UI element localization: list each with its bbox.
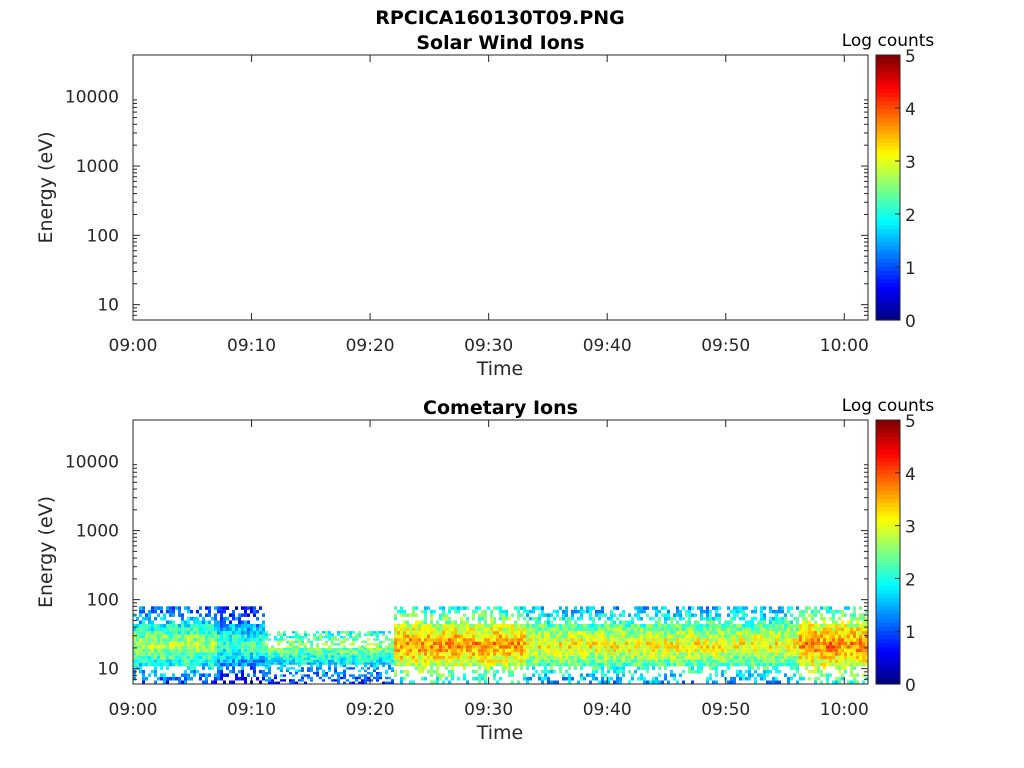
panel-title: Solar Wind Ions <box>416 32 584 54</box>
x-tick-label: 09:50 <box>701 336 750 356</box>
y-tick-label: 1000 <box>76 522 119 542</box>
y-tick-label: 10 <box>97 296 119 316</box>
figure-title: RPCICA160130T09.PNG <box>375 7 625 29</box>
x-tick-label: 09:00 <box>109 336 158 356</box>
plot-frame <box>132 54 869 321</box>
x-tick-label: 09:10 <box>227 700 276 720</box>
panel-solar-wind-ions: 09:00 09:10 09:20 09:30 09:40 09:50 10:0010100… <box>35 31 934 380</box>
x-tick-label: 09:40 <box>583 700 632 720</box>
colorbar-tick-label: 2 <box>905 206 916 226</box>
x-axis-label: Time <box>476 358 524 380</box>
colorbar-title: Log counts <box>842 396 935 416</box>
colorbar-title: Log counts <box>842 31 935 51</box>
x-tick-label: 09:40 <box>583 336 632 356</box>
x-tick-label: 09:30 <box>464 336 513 356</box>
x-tick-label: 09:20 <box>346 700 395 720</box>
x-tick-label: 09:30 <box>464 700 513 720</box>
y-tick-label: 100 <box>87 226 119 246</box>
x-tick-label: 10:00 <box>820 700 869 720</box>
colorbar-tick-label: 0 <box>905 676 916 696</box>
colorbar-tick-label: 1 <box>905 259 916 279</box>
colorbar-tick-label: 4 <box>905 100 916 120</box>
colorbar-tick-label: 4 <box>905 465 916 485</box>
x-axis-label: Time <box>476 722 524 744</box>
y-axis-label: Energy (eV) <box>35 131 57 243</box>
plot-frame <box>132 419 869 685</box>
panel-title: Cometary Ions <box>423 397 578 419</box>
panel-cometary-ions: 09:00 09:10 09:20 09:30 09:40 09:50 10:0010100… <box>35 396 934 744</box>
colorbar-tick-label: 3 <box>905 518 916 538</box>
y-tick-label: 10 <box>97 660 119 680</box>
colorbar-tick-label: 2 <box>905 570 916 590</box>
x-tick-label: 09:50 <box>701 700 750 720</box>
colorbar-tick-label: 3 <box>905 153 916 173</box>
y-tick-label: 1000 <box>76 157 119 177</box>
y-axis-label: Energy (eV) <box>35 496 57 608</box>
y-tick-label: 100 <box>87 591 119 611</box>
x-tick-label: 09:00 <box>109 700 158 720</box>
x-tick-label: 09:10 <box>227 336 276 356</box>
spectrogram-heatmap <box>133 606 868 684</box>
colorbar-tick-label: 5 <box>905 47 916 67</box>
colorbar-tick-label: 1 <box>905 623 916 643</box>
colorbar-tick-label: 0 <box>905 312 916 332</box>
x-tick-label: 10:00 <box>820 336 869 356</box>
colorbar-tick-label: 5 <box>905 412 916 432</box>
x-tick-label: 09:20 <box>346 336 395 356</box>
y-tick-label: 10000 <box>65 88 119 108</box>
y-tick-label: 10000 <box>65 453 119 473</box>
